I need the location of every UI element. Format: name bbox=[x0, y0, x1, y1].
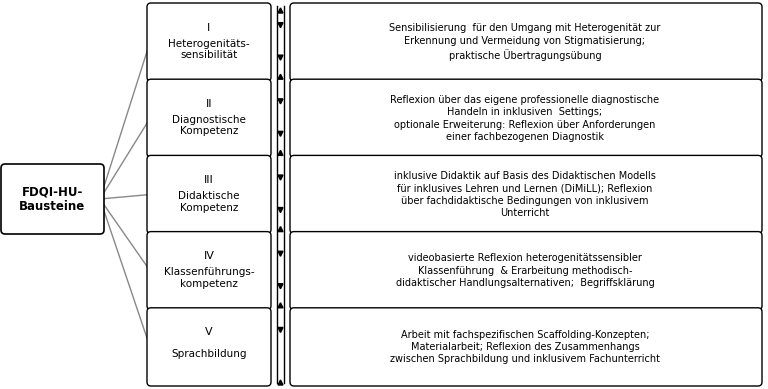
Polygon shape bbox=[278, 175, 283, 180]
Text: II: II bbox=[206, 99, 212, 109]
Polygon shape bbox=[278, 227, 283, 231]
Polygon shape bbox=[278, 8, 283, 13]
Polygon shape bbox=[278, 208, 283, 212]
Polygon shape bbox=[278, 151, 283, 155]
Polygon shape bbox=[278, 131, 283, 137]
Polygon shape bbox=[278, 284, 283, 289]
FancyBboxPatch shape bbox=[147, 308, 271, 386]
Polygon shape bbox=[278, 99, 283, 104]
Polygon shape bbox=[278, 23, 283, 28]
FancyBboxPatch shape bbox=[147, 155, 271, 234]
Text: Diagnostische
Kompetenz: Diagnostische Kompetenz bbox=[172, 115, 246, 136]
Text: Klassenführungs-
kompetenz: Klassenführungs- kompetenz bbox=[164, 267, 254, 289]
Text: III: III bbox=[204, 175, 214, 185]
Text: Sensibilisierung  für den Umgang mit Heterogenität zur
Erkennung und Vermeidung : Sensibilisierung für den Umgang mit Hete… bbox=[389, 23, 660, 61]
Text: V: V bbox=[205, 328, 213, 338]
Polygon shape bbox=[278, 251, 283, 256]
Polygon shape bbox=[278, 55, 283, 60]
Text: FDQI-HU-
Bausteine: FDQI-HU- Bausteine bbox=[19, 185, 85, 213]
FancyBboxPatch shape bbox=[290, 3, 762, 81]
Polygon shape bbox=[278, 380, 283, 385]
Text: IV: IV bbox=[204, 251, 214, 261]
Text: Didaktische
Kompetenz: Didaktische Kompetenz bbox=[178, 191, 240, 212]
FancyBboxPatch shape bbox=[147, 3, 271, 81]
Polygon shape bbox=[278, 74, 283, 79]
FancyBboxPatch shape bbox=[147, 79, 271, 158]
FancyBboxPatch shape bbox=[1, 164, 104, 234]
Text: I: I bbox=[207, 23, 210, 33]
Text: Reflexion über das eigene professionelle diagnostische
Handeln in inklusiven  Se: Reflexion über das eigene professionelle… bbox=[390, 95, 660, 142]
Text: Arbeit mit fachspezifischen Scaffolding-Konzepten;
Materialarbeit; Reflexion des: Arbeit mit fachspezifischen Scaffolding-… bbox=[390, 329, 660, 364]
Text: Sprachbildung: Sprachbildung bbox=[171, 349, 247, 359]
FancyBboxPatch shape bbox=[290, 308, 762, 386]
Text: Heterogenitäts-
sensibilität: Heterogenitäts- sensibilität bbox=[168, 39, 250, 60]
FancyBboxPatch shape bbox=[290, 155, 762, 234]
Polygon shape bbox=[278, 303, 283, 308]
Polygon shape bbox=[278, 328, 283, 333]
Text: videobasierte Reflexion heterogenitätssensibler
Klassenführung  & Erarbeitung me: videobasierte Reflexion heterogenitätsse… bbox=[396, 253, 654, 288]
FancyBboxPatch shape bbox=[290, 79, 762, 158]
FancyBboxPatch shape bbox=[147, 231, 271, 310]
Text: inklusive Didaktik auf Basis des Didaktischen Modells
für inklusives Lehren und : inklusive Didaktik auf Basis des Didakti… bbox=[394, 171, 656, 218]
FancyBboxPatch shape bbox=[290, 231, 762, 310]
